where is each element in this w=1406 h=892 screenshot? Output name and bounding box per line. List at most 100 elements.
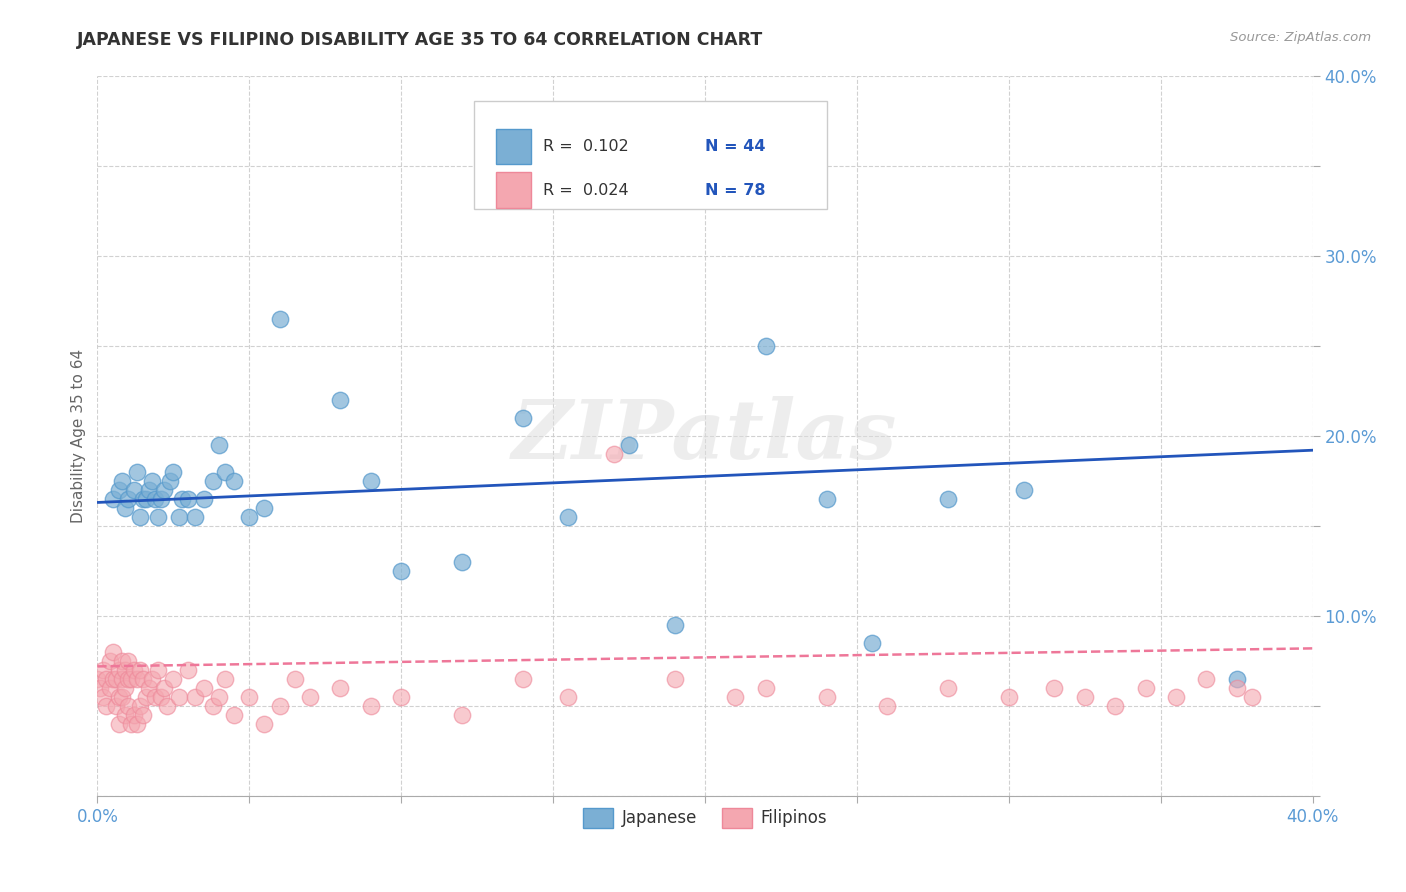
Point [132,708,155,723]
Point [89,681,111,695]
Point [104,698,127,713]
Point [122,483,145,497]
Point [183,509,205,524]
Point [201,474,224,488]
Point [111,690,134,704]
Point [125,465,148,479]
Point [107,717,129,731]
Y-axis label: Disability Age 35 to 64: Disability Age 35 to 64 [72,349,86,523]
Point [122,708,145,723]
Point [111,654,134,668]
Point [860,636,883,650]
Point [169,690,191,704]
Point [1195,672,1218,686]
FancyBboxPatch shape [496,172,531,208]
Point [162,672,184,686]
Point [117,698,139,713]
Point [114,681,136,695]
Text: JAPANESE VS FILIPINO DISABILITY AGE 35 TO 64 CORRELATION CHART: JAPANESE VS FILIPINO DISABILITY AGE 35 T… [77,31,763,49]
Point [269,698,291,713]
Legend: Japanese, Filipinos: Japanese, Filipinos [576,801,834,835]
Point [86,672,108,686]
Point [512,672,534,686]
Point [117,654,139,668]
Point [104,672,127,686]
Point [1226,672,1249,686]
Point [117,672,139,686]
Point [1012,483,1035,497]
Point [125,672,148,686]
Point [135,690,157,704]
Point [162,465,184,479]
Point [96,672,118,686]
Point [238,690,260,704]
Point [755,339,778,353]
Point [253,717,276,731]
Point [177,491,200,506]
Point [93,663,115,677]
Point [724,690,747,704]
Point [222,708,245,723]
Point [360,474,382,488]
Point [360,698,382,713]
Point [159,474,181,488]
Text: ZIPatlas: ZIPatlas [512,396,898,475]
Point [815,491,838,506]
Point [936,681,959,695]
Point [876,698,898,713]
Point [107,663,129,677]
Point [238,509,260,524]
Point [183,690,205,704]
Point [101,491,124,506]
Point [208,438,231,452]
Point [253,500,276,515]
Point [107,690,129,704]
Point [153,483,176,497]
Point [135,491,157,506]
Text: R =  0.024: R = 0.024 [543,183,628,198]
Point [998,690,1021,704]
Point [169,509,191,524]
Point [117,491,139,506]
Point [153,681,176,695]
Point [128,509,150,524]
Point [193,681,215,695]
Point [93,690,115,704]
Point [141,474,163,488]
Point [208,690,231,704]
Point [1135,681,1157,695]
Point [222,474,245,488]
Point [101,645,124,659]
Point [101,672,124,686]
Point [146,509,169,524]
Point [111,672,134,686]
Point [815,690,838,704]
Point [284,672,307,686]
Point [1104,698,1126,713]
Point [98,681,121,695]
Text: Source: ZipAtlas.com: Source: ZipAtlas.com [1230,31,1371,45]
Point [329,392,352,407]
Point [141,672,163,686]
Point [120,717,142,731]
Point [128,663,150,677]
Point [143,690,166,704]
Point [132,491,155,506]
Point [389,690,412,704]
Point [557,690,579,704]
FancyBboxPatch shape [474,101,827,209]
Point [451,555,474,569]
Point [755,681,778,695]
Point [269,311,291,326]
Point [143,491,166,506]
Point [329,681,352,695]
FancyBboxPatch shape [496,129,531,164]
Point [150,491,173,506]
Text: N = 44: N = 44 [704,139,765,154]
Point [138,681,160,695]
Point [214,672,236,686]
Point [603,447,626,461]
Point [114,500,136,515]
Point [451,708,474,723]
Point [172,491,194,506]
